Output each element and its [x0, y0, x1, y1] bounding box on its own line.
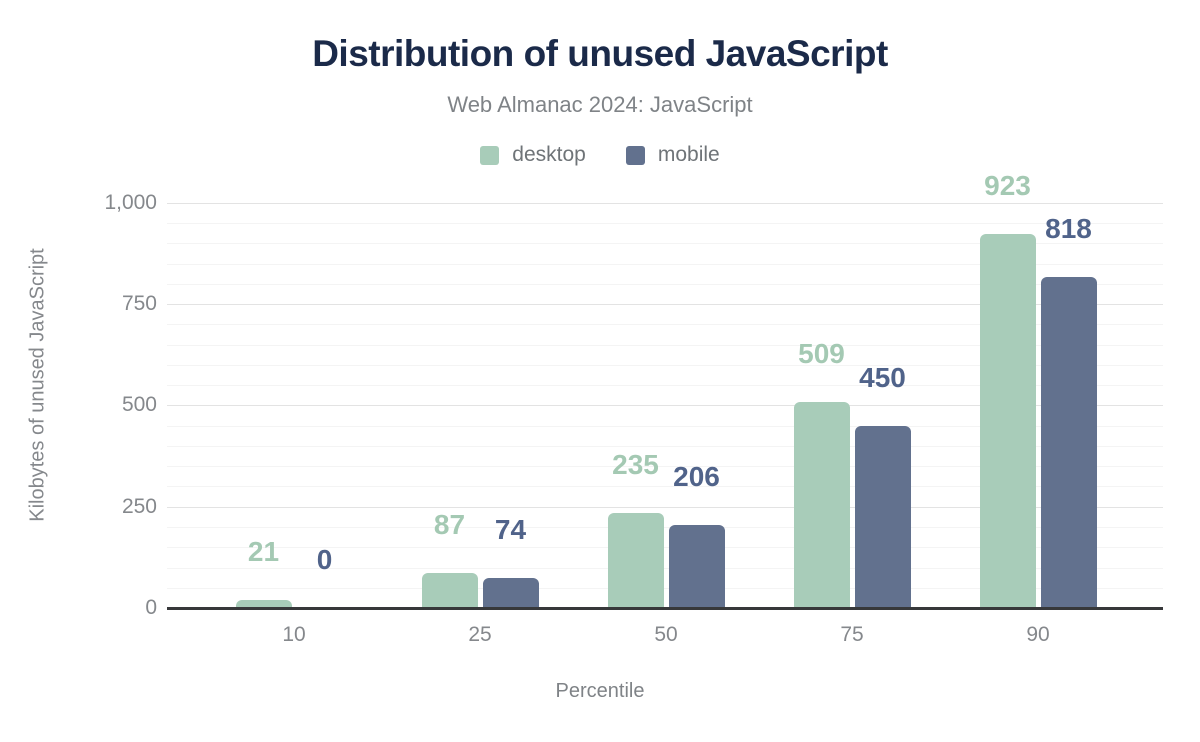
bar-mobile [668, 524, 725, 608]
x-axis-title: Percentile [555, 680, 645, 702]
major-gridline [167, 304, 1163, 306]
legend-swatch-desktop [480, 145, 500, 165]
x-tick-label: 75 [840, 623, 864, 646]
minor-gridline [167, 364, 1163, 366]
legend-swatch-mobile [625, 145, 645, 165]
minor-gridline [167, 445, 1163, 447]
bar-value-label-mobile: 0 [316, 544, 333, 575]
minor-gridline [167, 547, 1163, 549]
y-tick-label: 250 [121, 494, 157, 518]
bar-value-label-desktop: 21 [247, 535, 280, 567]
minor-gridline [167, 425, 1163, 427]
bar-desktop [979, 234, 1036, 608]
chart-subtitle: Web Almanac 2024: JavaScript [447, 92, 753, 117]
y-axis-title: Kilobytes of unused JavaScript [26, 248, 49, 522]
minor-gridline [167, 466, 1163, 468]
chart-title: Distribution of unused JavaScript [312, 33, 888, 74]
y-tick-label: 500 [121, 393, 157, 417]
minor-gridline [167, 344, 1163, 346]
bar-value-label-desktop: 509 [798, 337, 845, 369]
bar-desktop [607, 512, 664, 608]
major-gridline [167, 405, 1163, 407]
legend-item-mobile: mobile [625, 143, 720, 167]
x-tick-label: 10 [282, 623, 306, 646]
bar-value-label-desktop: 235 [612, 448, 659, 480]
minor-gridline [167, 263, 1163, 265]
y-tick-label: 1,000 [104, 190, 157, 214]
bar-mobile [1040, 276, 1097, 608]
y-tick-label: 750 [121, 292, 157, 316]
bar-mobile [854, 425, 911, 608]
legend-item-desktop: desktop [480, 143, 586, 167]
bar-desktop [421, 572, 478, 608]
minor-gridline [167, 243, 1163, 245]
major-gridline [167, 506, 1163, 508]
y-tick-label: 0 [145, 596, 157, 619]
legend-label-mobile: mobile [657, 143, 720, 166]
x-tick-label: 90 [1026, 623, 1050, 646]
bar-value-label-mobile: 450 [859, 361, 906, 393]
minor-gridline [167, 223, 1163, 225]
minor-gridline [167, 283, 1163, 285]
x-axis-line [167, 607, 1163, 610]
x-tick-label: 50 [654, 623, 678, 646]
minor-gridline [167, 527, 1163, 528]
bar-value-label-mobile: 206 [673, 460, 720, 492]
bar-mobile [482, 578, 539, 608]
legend: desktop mobile [0, 143, 1200, 167]
legend-label-desktop: desktop [512, 143, 586, 166]
minor-gridline [167, 587, 1163, 589]
minor-gridline [167, 567, 1163, 569]
major-gridline [167, 202, 1163, 204]
bar-value-label-mobile: 818 [1045, 212, 1092, 244]
bar-desktop [235, 599, 292, 608]
x-tick-label: 25 [468, 623, 492, 646]
minor-gridline [167, 486, 1163, 488]
minor-gridline [167, 324, 1163, 326]
bar-value-label-desktop: 923 [984, 170, 1031, 201]
minor-gridline [167, 385, 1163, 387]
bar-value-label-mobile: 74 [494, 514, 527, 545]
bar-desktop [793, 401, 850, 608]
bar-value-label-desktop: 87 [433, 508, 466, 540]
